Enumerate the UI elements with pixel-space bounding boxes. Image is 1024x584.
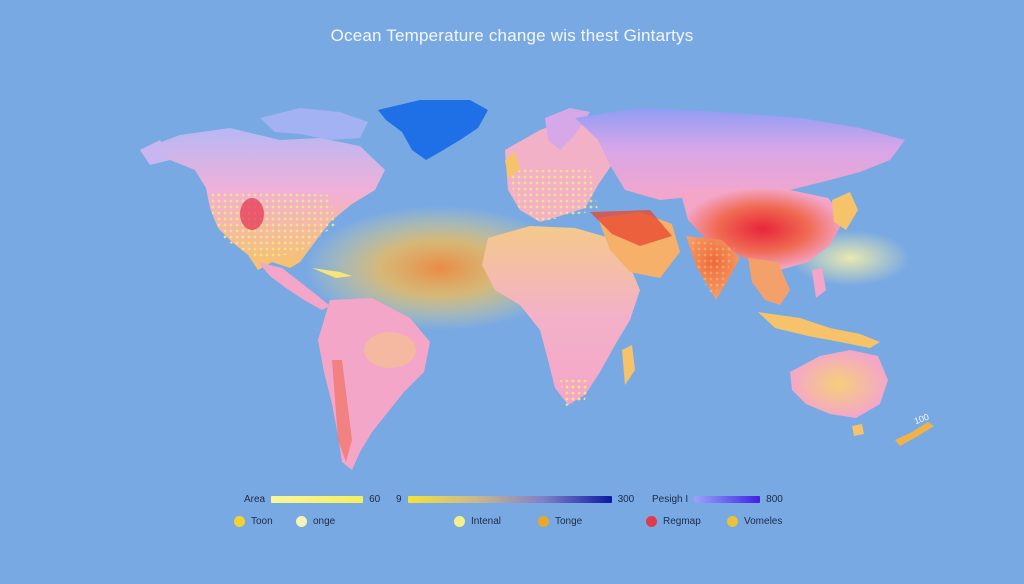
legend-area-bar [271, 496, 364, 503]
legend-regmap-label: Regmap [663, 516, 701, 527]
legend-vomeles: Vomeles [727, 516, 782, 527]
legend-onge-dot [296, 516, 307, 527]
korea-japan [832, 192, 858, 230]
legend-area-label: Area [244, 494, 266, 505]
australia [790, 350, 888, 418]
legend-pesigh-value: 800 [766, 494, 783, 505]
legend-temperature-bar [407, 496, 612, 503]
dot-legend: Toon onge Intenal Tonge Regmap Vomeles [0, 516, 1024, 536]
usa-hotspot [240, 198, 264, 230]
legend-tonge-dot [538, 516, 549, 527]
madagascar [622, 345, 635, 385]
legend-temperature: 9 300 [396, 494, 634, 505]
uk [505, 152, 520, 178]
legend-toon-dot [234, 516, 245, 527]
caribbean [312, 268, 352, 278]
india-heat-dots [690, 240, 735, 296]
legend-area: Area 60 [244, 494, 380, 505]
central-america [258, 262, 330, 310]
legend-vomeles-dot [727, 516, 738, 527]
legend-intenal: Intenal [454, 516, 501, 527]
middle-east-heat [590, 210, 672, 246]
arctic-islands [260, 108, 368, 140]
new-zealand [895, 422, 934, 446]
greenland [378, 100, 488, 160]
legend-onge: onge [296, 516, 335, 527]
south-africa-dots [560, 378, 590, 406]
legend-pesigh-bar [694, 496, 761, 503]
legend-area-value: 60 [369, 494, 381, 505]
legend-toon-label: Toon [251, 516, 273, 527]
alaska [140, 140, 170, 165]
gradient-legend: Area 60 9 300 Pesigh I 800 [0, 494, 1024, 514]
legend-intenal-label: Intenal [471, 516, 502, 527]
legend-regmap-dot [646, 516, 657, 527]
amazon-warm [364, 332, 416, 368]
southeast-asia [748, 258, 790, 305]
europe-heat-dots [510, 170, 598, 222]
map-title: Ocean Temperature change wis thest Ginta… [330, 26, 694, 45]
legend-pesigh-label: Pesigh I [652, 494, 689, 505]
legend-regmap: Regmap [646, 516, 701, 527]
legend-temperature-label: 9 [396, 494, 402, 505]
legend-tonge: Tonge [538, 516, 582, 527]
legend-temperature-value: 300 [617, 494, 635, 505]
legend-onge-label: onge [313, 516, 336, 527]
africa [482, 226, 640, 405]
legend-vomeles-label: Vomeles [744, 516, 783, 527]
tasmania [852, 424, 864, 436]
andes-heat [332, 360, 352, 462]
indonesia [758, 312, 880, 348]
legend-toon: Toon [234, 516, 273, 527]
northern-asia [575, 108, 905, 200]
philippines [812, 268, 826, 298]
legend-intenal-dot [454, 516, 465, 527]
legend-pesigh: Pesigh I 800 [652, 494, 783, 505]
east-asia [680, 188, 845, 270]
legend-tonge-label: Tonge [555, 516, 583, 527]
